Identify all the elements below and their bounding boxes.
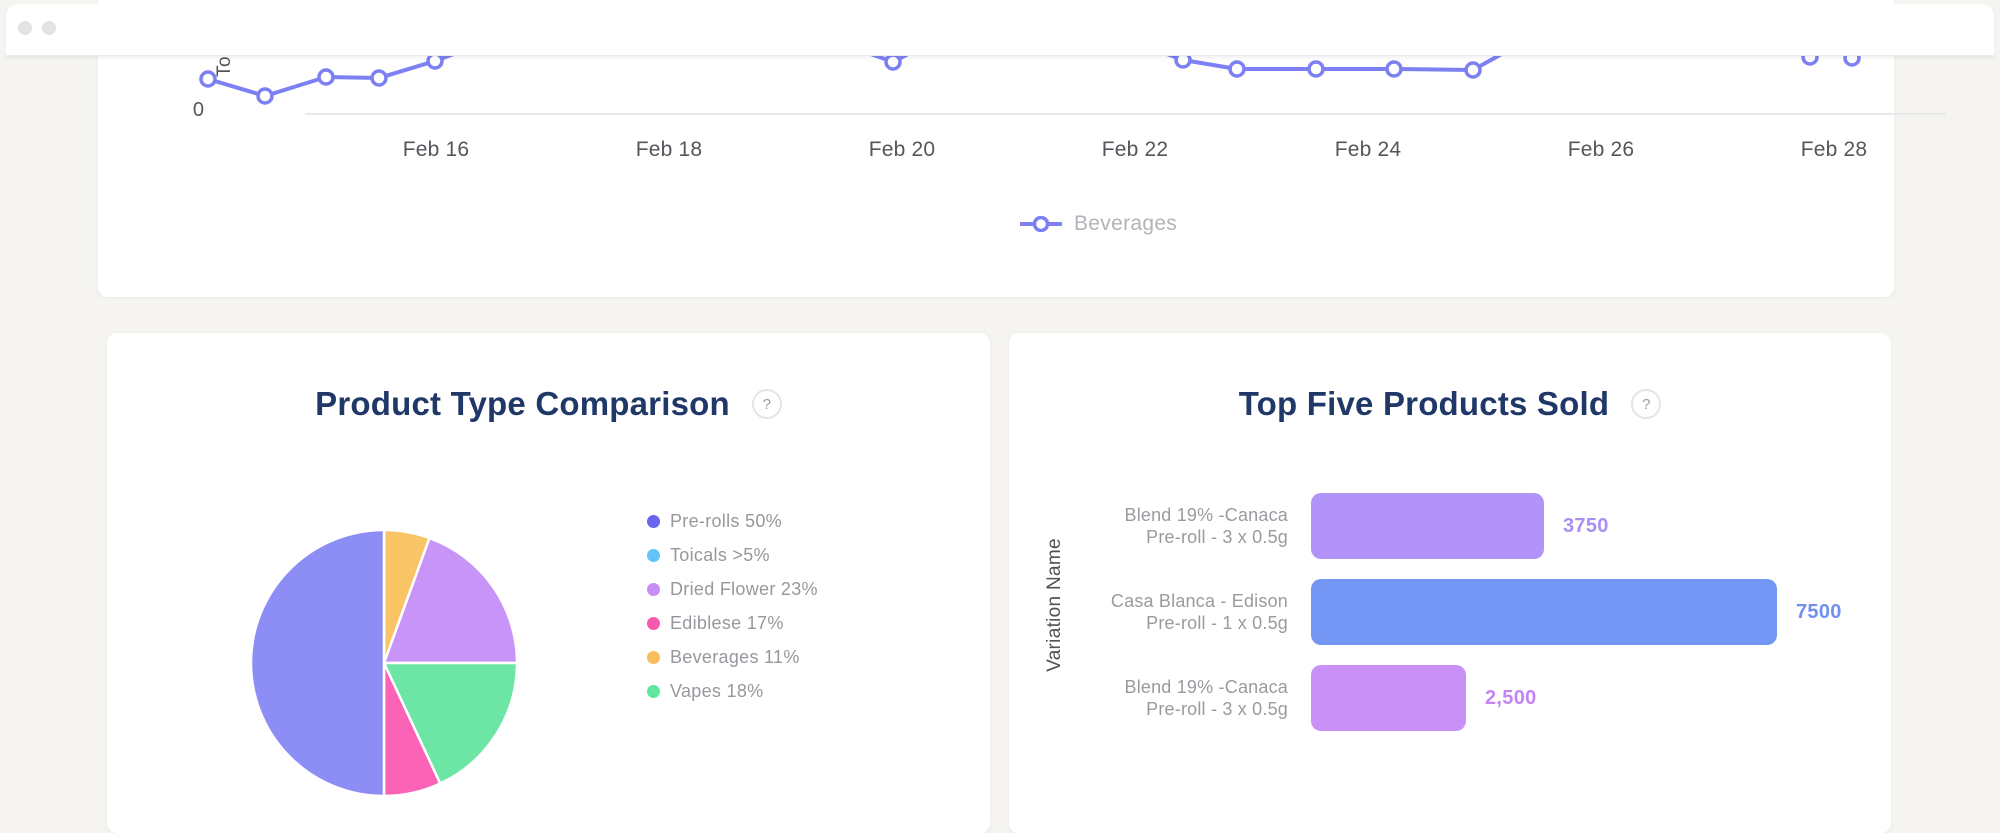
y-axis-tick-0: 0 [192, 99, 204, 121]
legend-item-label: Ediblese 17% [670, 613, 784, 633]
legend-dot-icon [647, 515, 660, 528]
help-icon[interactable]: ? [751, 389, 782, 419]
bar-value-label: 2,500 [1485, 687, 1537, 709]
bar-value-label: 7500 [1796, 601, 1842, 623]
bar[interactable] [1311, 579, 1777, 645]
legend-item-label: Beverages 11% [670, 647, 800, 667]
legend-item: Pre-rolls 50% [647, 511, 818, 532]
window-chrome [6, 4, 1994, 56]
pie-slice-dried-flower [382, 536, 517, 665]
pie-slice-pre-rolls [251, 530, 386, 796]
legend-item: Dried Flower 23% [647, 579, 818, 600]
legend-item-label: Toicals >5% [670, 545, 770, 565]
legend-item: Ediblese 17% [647, 613, 818, 634]
product-type-title: Product Type Comparison [315, 385, 730, 422]
legend-dot-icon [647, 617, 660, 630]
legend-dot-icon [647, 549, 660, 562]
legend-item-label: Dried Flower 23% [670, 579, 818, 599]
window-control-dot[interactable] [42, 21, 56, 35]
pie-chart [251, 530, 517, 796]
bar-category-label: Blend 19% -Canaca Pre-roll - 3 x 0.5g [1124, 677, 1288, 719]
legend-item-label: Vapes 18% [670, 681, 764, 701]
product-type-card: Product Type Comparison ? Pre-rolls 50% T… [107, 333, 990, 833]
x-axis-tick: Feb 22 [1101, 138, 1169, 161]
x-axis-tick: Feb 26 [1567, 138, 1635, 161]
bar[interactable] [1311, 665, 1466, 731]
legend-item: Beverages 11% [647, 647, 818, 668]
top-products-title: Top Five Products Sold [1238, 385, 1610, 422]
legend-dot-icon [647, 685, 660, 698]
bar[interactable] [1311, 493, 1544, 559]
legend-item: Toicals >5% [647, 545, 818, 566]
legend-item: Vapes 18% [647, 681, 818, 702]
legend-dot-icon [647, 651, 660, 664]
bar-category-label: Casa Blanca - Edison Pre-roll - 1 x 0.5g [1110, 591, 1288, 633]
top-products-card: Top Five Products Sold ? Variation Name … [1009, 333, 1891, 833]
legend-line-marker-icon [1020, 216, 1062, 232]
x-axis-tick: Feb 20 [868, 138, 936, 161]
pie-legend: Pre-rolls 50% Toicals >5% Dried Flower 23%… [647, 511, 818, 715]
legend-beverages[interactable]: Beverages [1019, 212, 1177, 236]
help-icon[interactable]: ? [1631, 389, 1662, 419]
window-control-dot[interactable] [18, 21, 32, 35]
bar-category-label: Blend 19% -Canaca Pre-roll - 3 x 0.5g [1124, 505, 1288, 547]
x-axis-tick: Feb 16 [402, 138, 470, 161]
legend-dot-icon [647, 583, 660, 596]
x-axis-tick: Feb 18 [635, 138, 703, 161]
legend-item-label: Pre-rolls 50% [670, 511, 782, 531]
x-axis-baseline [305, 113, 1946, 115]
bar-value-label: 3750 [1563, 515, 1609, 537]
legend-label: Beverages [1074, 212, 1178, 235]
x-axis-tick: Feb 24 [1334, 138, 1402, 161]
x-axis-tick: Feb 28 [1800, 138, 1868, 161]
